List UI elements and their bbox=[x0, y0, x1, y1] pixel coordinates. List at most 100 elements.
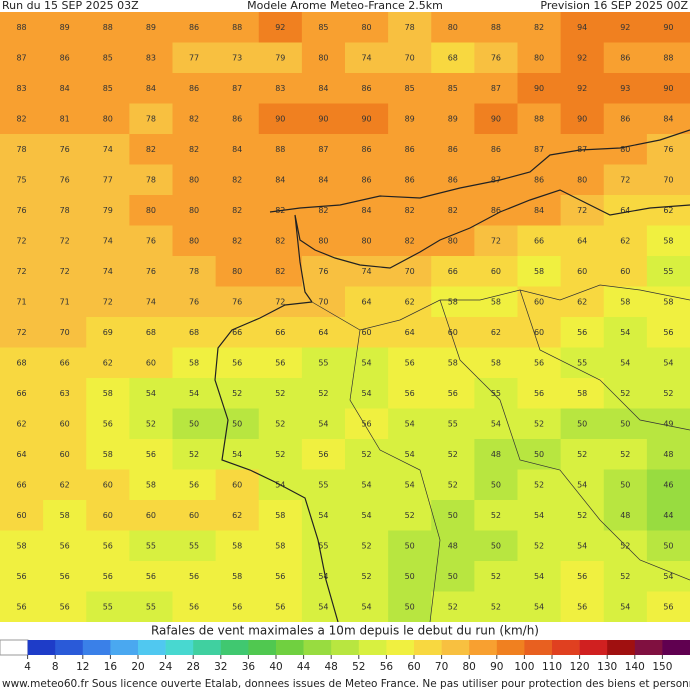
grid-cell bbox=[603, 439, 648, 470]
grid-cell bbox=[301, 164, 346, 196]
grid-value: 84 bbox=[318, 175, 328, 184]
grid-cell bbox=[43, 317, 87, 348]
grid-value: 86 bbox=[60, 53, 70, 62]
grid-cell bbox=[560, 195, 605, 226]
grid-value: 50 bbox=[232, 419, 242, 428]
grid-cell bbox=[474, 195, 518, 226]
grid-cell bbox=[517, 378, 562, 409]
grid-value: 86 bbox=[189, 23, 199, 32]
colorbar-swatch bbox=[248, 640, 277, 655]
grid-cell bbox=[301, 408, 346, 440]
grid-cell bbox=[603, 347, 648, 379]
grid-cell bbox=[301, 317, 346, 348]
grid-value: 58 bbox=[491, 358, 501, 367]
grid-cell bbox=[215, 73, 260, 104]
grid-value: 90 bbox=[318, 114, 328, 123]
grid-cell bbox=[431, 42, 475, 74]
colorbar-label: 90 bbox=[490, 661, 503, 673]
grid-value: 52 bbox=[146, 419, 156, 428]
grid-value: 84 bbox=[232, 145, 242, 154]
grid-cell bbox=[646, 378, 690, 409]
grid-value: 70 bbox=[60, 328, 70, 337]
grid-value: 86 bbox=[491, 145, 501, 154]
grid-value: 72 bbox=[620, 175, 630, 184]
grid-value: 74 bbox=[103, 145, 113, 154]
grid-cell bbox=[431, 591, 475, 623]
grid-cell bbox=[43, 561, 87, 592]
grid-value: 54 bbox=[534, 572, 544, 581]
grid-value: 85 bbox=[405, 84, 415, 93]
grid-cell bbox=[345, 561, 389, 592]
grid-value: 82 bbox=[232, 236, 242, 245]
grid-value: 60 bbox=[534, 297, 544, 306]
grid-value: 92 bbox=[275, 23, 285, 32]
grid-value: 58 bbox=[275, 541, 285, 550]
grid-value: 56 bbox=[189, 572, 199, 581]
coast-brittany bbox=[214, 301, 339, 623]
colorbar-label: 8 bbox=[52, 661, 59, 673]
colorbar-swatch bbox=[607, 640, 636, 655]
grid-cell bbox=[43, 408, 87, 440]
grid-value: 60 bbox=[60, 450, 70, 459]
grid-cell bbox=[345, 225, 389, 257]
grid-value: 92 bbox=[620, 23, 630, 32]
grid-value: 75 bbox=[16, 175, 26, 184]
grid-value: 76 bbox=[146, 236, 156, 245]
grid-cell bbox=[603, 195, 648, 226]
footer: www.meteo60.fr Sous licence ouverte Etal… bbox=[2, 678, 690, 690]
grid-cell bbox=[474, 561, 518, 592]
grid-value: 56 bbox=[405, 358, 415, 367]
grid-value: 84 bbox=[534, 206, 544, 215]
grid-cell bbox=[388, 195, 432, 226]
grid-cell bbox=[0, 12, 44, 43]
legend-band bbox=[0, 622, 690, 690]
grid-value: 60 bbox=[577, 267, 587, 276]
grid-cell bbox=[301, 225, 346, 257]
grid-cell bbox=[172, 591, 217, 623]
grid-cell bbox=[43, 347, 87, 379]
grid-value: 82 bbox=[448, 206, 458, 215]
grid-cell bbox=[258, 256, 303, 287]
grid-cell bbox=[474, 347, 518, 379]
coast-normandy bbox=[294, 189, 690, 303]
grid-cell bbox=[345, 347, 389, 379]
grid-cell bbox=[0, 530, 44, 562]
grid-cell bbox=[388, 73, 432, 104]
grid-value: 52 bbox=[361, 572, 371, 581]
grid-cell bbox=[215, 103, 260, 135]
grid-value: 56 bbox=[60, 572, 70, 581]
grid-value: 56 bbox=[189, 602, 199, 611]
grid-cell bbox=[258, 42, 303, 74]
grid-cell bbox=[86, 317, 130, 348]
grid-cell bbox=[431, 103, 475, 135]
grid-value: 52 bbox=[361, 541, 371, 550]
grid-value: 54 bbox=[189, 389, 199, 398]
colorbar-swatch bbox=[414, 640, 442, 655]
grid-cell bbox=[258, 408, 303, 440]
grid-cell bbox=[129, 317, 173, 348]
grid-cell bbox=[215, 164, 260, 196]
grid-cell bbox=[129, 500, 173, 531]
colorbar-swatch bbox=[331, 640, 360, 655]
colorbar-swatch bbox=[634, 640, 663, 655]
colorbar-swatch bbox=[469, 640, 498, 655]
grid-cell bbox=[560, 378, 605, 409]
grid-value: 55 bbox=[318, 358, 328, 367]
grid-cell bbox=[646, 408, 690, 440]
grid-value: 88 bbox=[491, 23, 501, 32]
grid-cell bbox=[86, 195, 130, 226]
grid-value: 82 bbox=[405, 236, 415, 245]
grid-value: 83 bbox=[146, 53, 156, 62]
grid-cell bbox=[603, 256, 648, 287]
grid-value: 60 bbox=[16, 511, 26, 520]
grid-value: 60 bbox=[620, 267, 630, 276]
grid-value: 86 bbox=[232, 114, 242, 123]
grid-value: 80 bbox=[189, 236, 199, 245]
grid-value: 54 bbox=[361, 480, 371, 489]
grid-value: 72 bbox=[491, 236, 501, 245]
grid-value: 55 bbox=[103, 602, 113, 611]
grid-cell bbox=[345, 408, 389, 440]
colorbar-swatch bbox=[441, 640, 470, 655]
grid-value: 90 bbox=[577, 114, 587, 123]
grid-value: 86 bbox=[189, 84, 199, 93]
